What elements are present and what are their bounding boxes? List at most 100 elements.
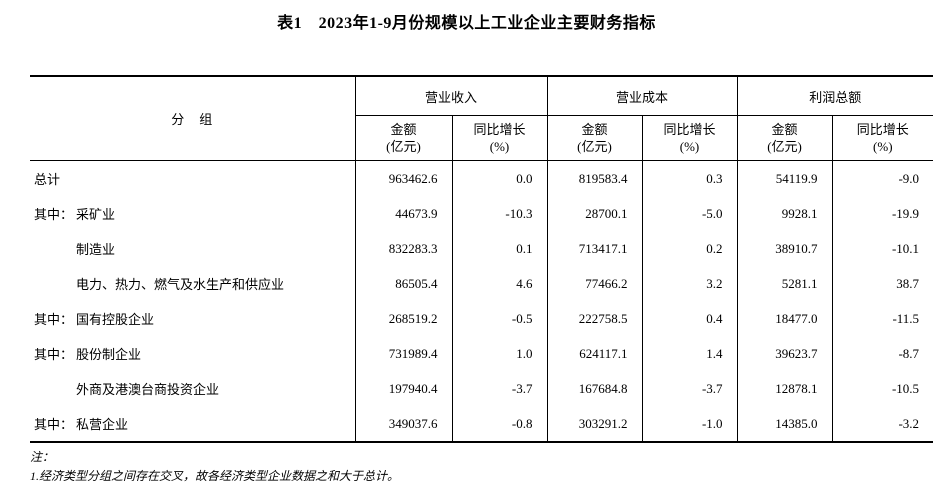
row-label: 其中： 国有控股企业 (30, 301, 355, 336)
row-prefix: 其中： (34, 347, 74, 362)
profit-growth-header: 同比增长 (%) (831, 115, 933, 161)
row-prefix: 其中： (34, 312, 74, 327)
growth-unit: (%) (873, 139, 893, 154)
growth-label: 同比增长 (856, 122, 909, 137)
profit-amount-header: 金额 (亿元) (736, 115, 833, 161)
row-name: 外商及港澳台商投资企业 (76, 382, 220, 397)
cost-growth-cell: -3.7 (641, 371, 738, 406)
table-row-manufacturing: 制造业 832283.3 0.1 713417.1 0.2 38910.7 -1… (30, 231, 933, 266)
row-label: 总计 (30, 160, 355, 196)
footnotes: 注： 1.经济类型分组之间存在交叉，故各经济类型企业数据之和大于总计。 2.本表… (30, 448, 933, 484)
cost-growth-cell: -1.0 (641, 406, 738, 442)
revenue-growth-cell: 0.0 (451, 160, 548, 196)
revenue-amount-header: 金额 (亿元) (354, 115, 452, 161)
table-row-total: 总计 963462.6 0.0 819583.4 0.3 54119.9 -9.… (30, 160, 933, 196)
table-row-share-holding: 其中： 股份制企业 731989.4 1.0 624117.1 1.4 39623… (30, 336, 933, 371)
cost-amount-cell: 222758.5 (546, 301, 643, 336)
row-label: 其中： 私营企业 (30, 406, 355, 442)
revenue-growth-cell: -10.3 (451, 196, 548, 231)
revenue-amount-cell: 963462.6 (354, 160, 452, 196)
row-label: 其中： 股份制企业 (30, 336, 355, 371)
table-row-private: 其中： 私营企业 349037.6 -0.8 303291.2 -1.0 1438… (30, 406, 933, 442)
growth-label: 同比增长 (473, 122, 526, 137)
profit-amount-cell: 54119.9 (736, 160, 833, 196)
profit-growth-cell: -19.9 (831, 196, 933, 231)
profit-amount-cell: 9928.1 (736, 196, 833, 231)
amount-label: 金额 (390, 122, 417, 137)
table-row-mining: 其中： 采矿业 44673.9 -10.3 28700.1 -5.0 9928.1… (30, 196, 933, 231)
cost-amount-cell: 303291.2 (546, 406, 643, 442)
cost-growth-cell: 3.2 (641, 266, 738, 301)
revenue-amount-cell: 197940.4 (354, 371, 452, 406)
row-prefix: 其中： (34, 207, 74, 222)
growth-unit: (%) (679, 139, 700, 154)
header-sub-row: 金额 (亿元) 同比增长 (%) 金额 (亿元) 同比增长 (%) 金额 ( (30, 115, 933, 161)
footnote-item: 1.经济类型分组之间存在交叉，故各经济类型企业数据之和大于总计。 (30, 469, 400, 483)
cost-growth-header: 同比增长 (%) (641, 115, 738, 161)
row-label: 外商及港澳台商投资企业 (30, 371, 355, 406)
amount-label: 金额 (771, 122, 798, 137)
profit-growth-cell: -10.1 (831, 231, 933, 266)
row-label: 制造业 (30, 231, 355, 266)
row-name: 股份制企业 (76, 347, 142, 362)
row-label: 其中： 采矿业 (30, 196, 355, 231)
financial-indicators-table: 分 组 营业收入 营业成本 利润总额 金额 (亿元) 同比增长 (%) 金额 (… (30, 75, 933, 443)
revenue-amount-cell: 268519.2 (354, 301, 452, 336)
revenue-group-header: 营业收入 (354, 76, 548, 116)
cost-growth-cell: 0.4 (641, 301, 738, 336)
profit-amount-cell: 18477.0 (736, 301, 833, 336)
profit-amount-cell: 5281.1 (736, 266, 833, 301)
revenue-growth-cell: 0.1 (451, 231, 548, 266)
profit-amount-cell: 38910.7 (736, 231, 833, 266)
header-group-row: 分 组 营业收入 营业成本 利润总额 (30, 76, 933, 127)
page-title: 表1 2023年1-9月份规模以上工业企业主要财务指标 (277, 15, 656, 32)
cost-growth-cell: 1.4 (641, 336, 738, 371)
profit-growth-cell: -8.7 (831, 336, 933, 371)
table-row-foreign-invested: 外商及港澳台商投资企业 197940.4 -3.7 167684.8 -3.7 … (30, 371, 933, 406)
growth-label: 同比增长 (663, 122, 716, 137)
group-column-header: 分 组 (171, 112, 214, 127)
amount-unit: (亿元) (767, 139, 802, 154)
amount-unit: (亿元) (577, 139, 612, 154)
revenue-growth-cell: -0.8 (451, 406, 548, 442)
profit-amount-cell: 14385.0 (736, 406, 833, 442)
row-name: 私营企业 (76, 417, 129, 432)
revenue-amount-cell: 349037.6 (354, 406, 452, 442)
cost-amount-cell: 819583.4 (546, 160, 643, 196)
cost-amount-cell: 77466.2 (546, 266, 643, 301)
footnote-label: 注： (30, 450, 55, 464)
revenue-amount-cell: 832283.3 (354, 231, 452, 266)
cost-amount-header: 金额 (亿元) (546, 115, 643, 161)
revenue-amount-cell: 86505.4 (354, 266, 452, 301)
revenue-growth-cell: -3.7 (451, 371, 548, 406)
profit-group-header: 利润总额 (736, 76, 933, 116)
growth-unit: (%) (489, 139, 510, 154)
profit-amount-cell: 39623.7 (736, 336, 833, 371)
profit-growth-cell: -9.0 (831, 160, 933, 196)
profit-growth-cell: -10.5 (831, 371, 933, 406)
row-name: 总计 (34, 172, 61, 187)
profit-amount-cell: 12878.1 (736, 371, 833, 406)
profit-growth-cell: -11.5 (831, 301, 933, 336)
row-name: 制造业 (76, 242, 116, 257)
cost-group-header: 营业成本 (546, 76, 738, 116)
cost-amount-cell: 28700.1 (546, 196, 643, 231)
revenue-amount-cell: 44673.9 (354, 196, 452, 231)
row-name: 采矿业 (76, 207, 116, 222)
amount-label: 金额 (581, 122, 608, 137)
row-name: 电力、热力、燃气及水生产和供应业 (76, 277, 285, 292)
cost-growth-cell: 0.2 (641, 231, 738, 266)
revenue-growth-cell: -0.5 (451, 301, 548, 336)
profit-growth-cell: -3.2 (831, 406, 933, 442)
profit-growth-cell: 38.7 (831, 266, 933, 301)
cost-growth-cell: 0.3 (641, 160, 738, 196)
cost-amount-cell: 167684.8 (546, 371, 643, 406)
table-header: 分 组 营业收入 营业成本 利润总额 金额 (亿元) 同比增长 (%) 金额 (… (30, 76, 933, 161)
revenue-growth-cell: 1.0 (451, 336, 548, 371)
table-body: 总计 963462.6 0.0 819583.4 0.3 54119.9 -9.… (30, 160, 933, 442)
cost-growth-cell: -5.0 (641, 196, 738, 231)
revenue-growth-cell: 4.6 (451, 266, 548, 301)
row-label: 电力、热力、燃气及水生产和供应业 (30, 266, 355, 301)
amount-unit: (亿元) (386, 139, 421, 154)
cost-amount-cell: 624117.1 (546, 336, 643, 371)
